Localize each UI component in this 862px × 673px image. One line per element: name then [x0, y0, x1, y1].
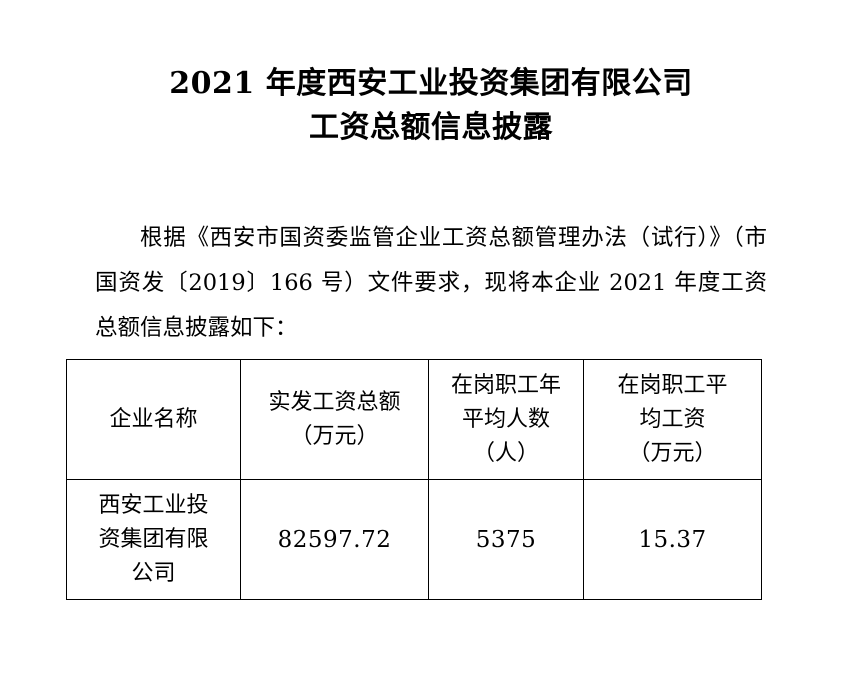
table-header-row: 企业名称 实发工资总额 （万元） 在岗职工年 平均人数 （人） 在岗职工平 均工…	[66, 359, 762, 480]
cell-avg-wage-value: 15.37	[638, 526, 707, 553]
column-header-company-name-label: 企业名称	[109, 406, 198, 432]
cell-total-wages-value: 82597.72	[277, 526, 392, 553]
cell-avg-wage: 15.37	[583, 479, 762, 600]
cell-company-name: 西安工业投 资集团有限 公司	[66, 479, 241, 600]
column-header-avg-wage-label: 在岗职工平 均工资 （万元）	[617, 372, 728, 466]
cell-avg-employees: 5375	[428, 479, 584, 600]
column-header-total-wages: 实发工资总额 （万元）	[240, 359, 429, 480]
column-header-avg-wage: 在岗职工平 均工资 （万元）	[583, 359, 762, 480]
body-paragraph: 根据《西安市国资委监管企业工资总额管理办法（试行）》（市国资发〔2019〕166…	[95, 224, 767, 341]
page-title: 2021 年度西安工业投资集团有限公司 工资总额信息披露	[0, 62, 862, 150]
cell-company-name-value: 西安工业投 资集团有限 公司	[98, 492, 209, 586]
wage-disclosure-table: 企业名称 实发工资总额 （万元） 在岗职工年 平均人数 （人） 在岗职工平 均工…	[66, 359, 762, 600]
title-line-1: 2021 年度西安工业投资集团有限公司	[169, 66, 693, 102]
table-row: 西安工业投 资集团有限 公司 82597.72 5375 15.37	[66, 479, 762, 600]
disclosure-table-container: 企业名称 实发工资总额 （万元） 在岗职工年 平均人数 （人） 在岗职工平 均工…	[66, 359, 762, 600]
column-header-avg-employees: 在岗职工年 平均人数 （人）	[428, 359, 584, 480]
column-header-avg-employees-label: 在岗职工年 平均人数 （人）	[450, 372, 561, 466]
column-header-company-name: 企业名称	[66, 359, 241, 480]
title-line-2: 工资总额信息披露	[309, 110, 553, 146]
cell-total-wages: 82597.72	[240, 479, 429, 600]
column-header-total-wages-label: 实发工资总额 （万元）	[268, 389, 401, 449]
cell-avg-employees-value: 5375	[475, 526, 537, 553]
